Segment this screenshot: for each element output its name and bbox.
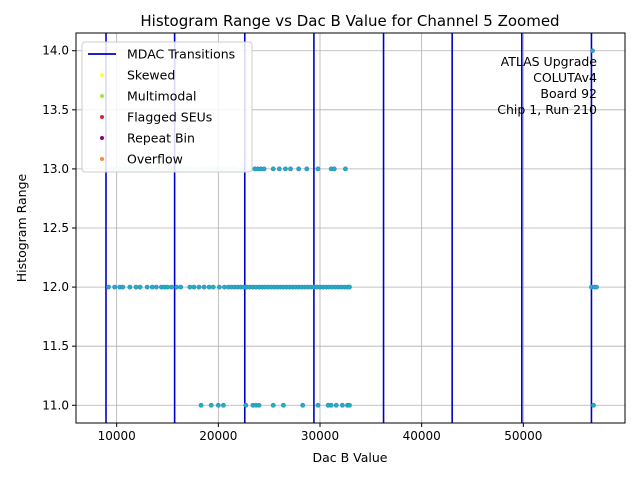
y-tick-label: 13.5 [42, 103, 69, 117]
annotation-line: COLUTAv4 [533, 70, 597, 85]
legend-marker-swatch [100, 115, 104, 119]
chart-title: Histogram Range vs Dac B Value for Chann… [140, 12, 559, 30]
data-point [243, 402, 249, 408]
y-axis-label: Histogram Range [14, 173, 29, 282]
data-point [288, 166, 293, 172]
data-point [594, 284, 599, 290]
data-point [137, 284, 143, 290]
data-point [149, 284, 155, 290]
y-tick-label: 11.5 [42, 339, 69, 353]
data-point [591, 402, 596, 408]
y-tick-label: 12.0 [42, 280, 69, 294]
annotation-line: ATLAS Upgrade [501, 54, 598, 69]
data-point [112, 284, 118, 290]
y-tick-label: 12.5 [42, 221, 69, 235]
x-tick-label: 20000 [199, 429, 237, 443]
data-point [296, 166, 302, 172]
y-tick-label: 13.0 [42, 162, 69, 176]
data-point [216, 284, 222, 290]
data-point [196, 284, 202, 290]
legend-box [81, 41, 253, 173]
data-point [106, 284, 111, 290]
x-tick-label: 40000 [403, 429, 441, 443]
legend: MDAC Transitions Skewed Multimodal Flagged … [81, 41, 253, 173]
data-point [304, 166, 310, 172]
x-tick-label: 50000 [504, 429, 542, 443]
legend-label: Overflow [127, 152, 183, 167]
y-tick-label: 14.0 [42, 44, 69, 58]
data-point [187, 284, 193, 290]
data-point [169, 284, 174, 290]
data-point [165, 284, 170, 290]
x-tick-label: 30000 [301, 429, 339, 443]
legend-marker-swatch [100, 157, 104, 161]
data-point [590, 48, 595, 54]
data-point [198, 402, 204, 408]
data-point [339, 402, 345, 408]
legend-marker-swatch [100, 94, 104, 98]
data-point [331, 166, 337, 172]
data-point [343, 166, 348, 172]
data-point [221, 402, 226, 408]
x-tick-label: 10000 [98, 429, 136, 443]
x-axis-label: Dac B Value [312, 450, 387, 465]
data-point [315, 402, 321, 408]
data-point [276, 166, 282, 172]
data-point [133, 284, 139, 290]
legend-label: Skewed [127, 68, 175, 83]
data-point [210, 284, 216, 290]
data-point [178, 284, 184, 290]
legend-label: MDAC Transitions [127, 47, 235, 62]
data-point [256, 402, 262, 408]
y-axis-ticks: 11.0 11.5 12.0 12.5 13.0 13.5 14.0 [42, 44, 76, 412]
annotation-line: Chip 1, Run 210 [497, 102, 597, 117]
legend-label: Flagged SEUs [127, 110, 212, 125]
data-point [347, 284, 352, 290]
data-point [280, 402, 286, 408]
data-point [333, 402, 339, 408]
data-point [120, 284, 126, 290]
legend-label: Repeat Bin [127, 131, 195, 146]
data-point [270, 166, 276, 172]
data-point [270, 402, 276, 408]
data-point [283, 166, 288, 172]
data-point [347, 402, 352, 408]
legend-marker-swatch [100, 73, 104, 77]
data-point [174, 284, 180, 290]
data-point [328, 402, 334, 408]
annotation-line: Board 92 [540, 86, 597, 101]
data-point [144, 284, 150, 290]
legend-label: Multimodal [127, 89, 196, 104]
y-tick-label: 11.0 [42, 398, 69, 412]
data-point [222, 284, 227, 290]
data-point [191, 284, 197, 290]
data-point [208, 402, 214, 408]
data-point [215, 402, 221, 408]
data-point [206, 284, 212, 290]
data-point [201, 284, 207, 290]
data-point [153, 284, 159, 290]
legend-marker-swatch [100, 136, 104, 140]
data-point [300, 402, 306, 408]
data-point [261, 166, 267, 172]
data-point [127, 284, 133, 290]
data-point [315, 166, 321, 172]
x-axis-ticks: 10000 20000 30000 40000 50000 [98, 423, 542, 443]
